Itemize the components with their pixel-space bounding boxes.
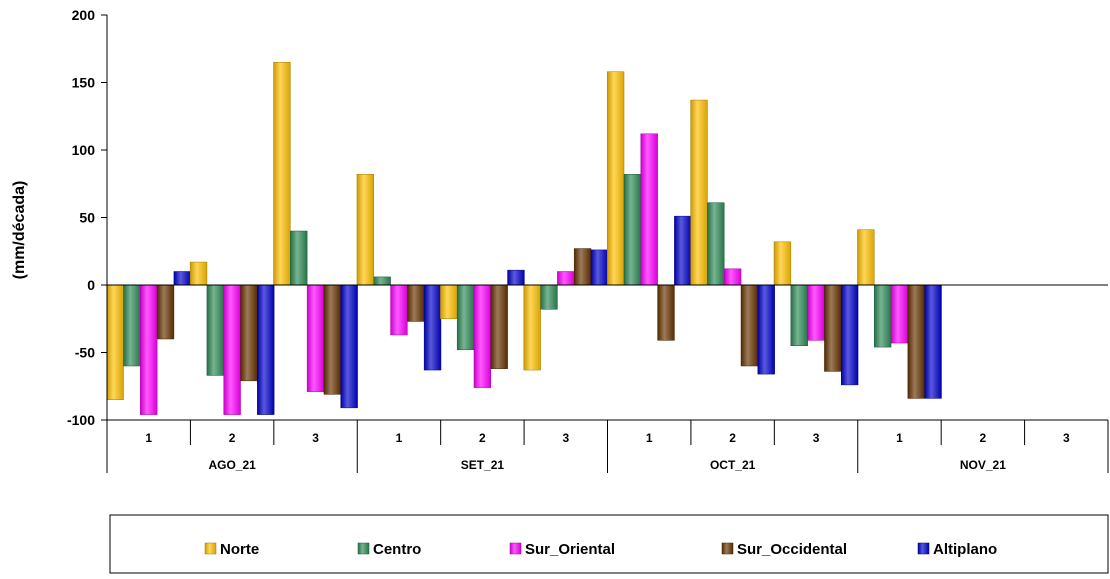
bar-centro-ago-21-3 (290, 230, 308, 286)
subcategory-label: 2 (229, 431, 236, 445)
subcategory-label: 3 (562, 431, 569, 445)
bar-centro-oct-21-3 (790, 284, 808, 346)
legend-box (109, 514, 1109, 574)
legend-swatch-norte (204, 542, 217, 555)
legend: Norte Centro Sur_Oriental Sur_Occidental Alt… (109, 514, 1109, 574)
bar-centro-oct-21-1 (623, 174, 642, 286)
bar-norte-ago-21-3 (273, 62, 291, 286)
subcategory-label: 1 (646, 431, 653, 445)
subcategory-label: 2 (729, 431, 736, 445)
bars-layer (106, 62, 942, 415)
bar-sur-occidental-set-21-2 (490, 284, 508, 369)
category-axis-layer: 1 2 3 1 2 3 1 2 3 1 2 3 AGO_21 SET_21 OCT_21 NOV_21 (106, 420, 1109, 473)
legend-label-altiplano: Altiplano (933, 541, 997, 558)
bar-norte-set-21-3 (523, 284, 541, 371)
bar-altiplano-ago-21-2 (257, 284, 275, 415)
bar-centro-set-21-1 (373, 276, 391, 286)
bar-sur-occidental-set-21-1 (407, 284, 425, 322)
bar-norte-oct-21-1 (606, 71, 625, 286)
bar-sur-oriental-nov-21-1 (890, 284, 909, 344)
bar-altiplano-ago-21-1 (173, 271, 191, 286)
bar-altiplano-ago-21-3 (340, 284, 358, 409)
bar-altiplano-oct-21-1 (674, 215, 692, 286)
group-label: NOV_21 (960, 458, 1006, 472)
bar-sur-occidental-set-21-3 (573, 248, 592, 286)
bar-norte-ago-21-1 (106, 284, 124, 400)
bar-centro-ago-21-1 (123, 284, 141, 367)
bar-sur-oriental-oct-21-3 (807, 284, 825, 341)
subcategory-label: 1 (396, 431, 403, 445)
subcategory-label: 1 (145, 431, 152, 445)
bar-norte-oct-21-3 (773, 241, 792, 286)
bar-altiplano-oct-21-2 (757, 284, 775, 375)
legend-label-sur-oriental: Sur_Oriental (525, 541, 615, 558)
subcategory-label: 3 (813, 431, 820, 445)
y-tick-label: 200 (72, 7, 96, 23)
y-tick-label: 100 (72, 142, 96, 158)
subcategory-label: 2 (479, 431, 486, 445)
bar-sur-oriental-set-21-2 (473, 284, 492, 388)
bar-sur-oriental-set-21-1 (390, 284, 408, 336)
legend-label-centro: Centro (373, 541, 421, 558)
bar-sur-occidental-ago-21-2 (240, 284, 258, 382)
bar-sur-occidental-oct-21-1 (657, 284, 675, 341)
bar-altiplano-nov-21-1 (924, 284, 942, 399)
bar-centro-set-21-3 (540, 284, 558, 310)
bar-sur-oriental-ago-21-1 (140, 284, 158, 415)
y-axis-label: (mm/década) (11, 181, 28, 280)
bar-norte-ago-21-2 (189, 261, 208, 286)
subcategory-label: 3 (1063, 431, 1070, 445)
bar-sur-oriental-oct-21-1 (640, 133, 658, 286)
legend-swatch-altiplano (917, 542, 930, 555)
legend-swatch-sur-occidental (721, 542, 734, 555)
bar-norte-set-21-2 (440, 284, 458, 319)
bar-sur-occidental-oct-21-3 (824, 284, 842, 372)
group-label: SET_21 (461, 458, 505, 472)
y-ticks-layer: -100 -50 0 50 100 150 200 (67, 7, 107, 428)
bar-sur-occidental-nov-21-1 (907, 284, 925, 399)
y-tick-label: 0 (87, 277, 95, 293)
bar-sur-oriental-ago-21-2 (223, 284, 241, 415)
bar-altiplano-oct-21-3 (840, 284, 859, 386)
bar-altiplano-set-21-2 (507, 269, 525, 286)
legend-label-norte: Norte (220, 541, 259, 558)
bar-sur-oriental-set-21-3 (557, 271, 575, 286)
bar-sur-oriental-ago-21-3 (306, 284, 325, 392)
subcategory-label: 2 (980, 431, 987, 445)
bar-norte-nov-21-1 (857, 229, 875, 286)
y-tick-label: 50 (79, 210, 95, 226)
legend-swatch-sur-oriental (509, 542, 522, 555)
bar-centro-ago-21-2 (206, 284, 224, 376)
bar-sur-occidental-ago-21-1 (156, 284, 175, 340)
group-label: OCT_21 (710, 458, 756, 472)
subcategory-label: 1 (896, 431, 903, 445)
y-tick-label: 150 (72, 75, 96, 91)
bar-centro-nov-21-1 (874, 284, 892, 348)
legend-swatch-centro (357, 542, 370, 555)
bar-sur-oriental-oct-21-2 (723, 268, 742, 286)
bar-norte-set-21-1 (356, 174, 375, 286)
bar-altiplano-set-21-3 (590, 249, 609, 286)
y-tick-label: -50 (75, 345, 95, 361)
group-label: AGO_21 (208, 458, 256, 472)
bar-sur-occidental-oct-21-2 (740, 284, 759, 367)
bar-norte-oct-21-2 (690, 99, 708, 286)
bar-altiplano-set-21-1 (423, 284, 442, 371)
bar-centro-oct-21-2 (707, 202, 725, 286)
y-tick-label: -100 (67, 412, 95, 428)
legend-label-sur-occidental: Sur_Occidental (737, 541, 847, 558)
bar-sur-occidental-ago-21-3 (323, 284, 341, 395)
bar-centro-set-21-2 (456, 284, 475, 351)
subcategory-label: 3 (312, 431, 319, 445)
